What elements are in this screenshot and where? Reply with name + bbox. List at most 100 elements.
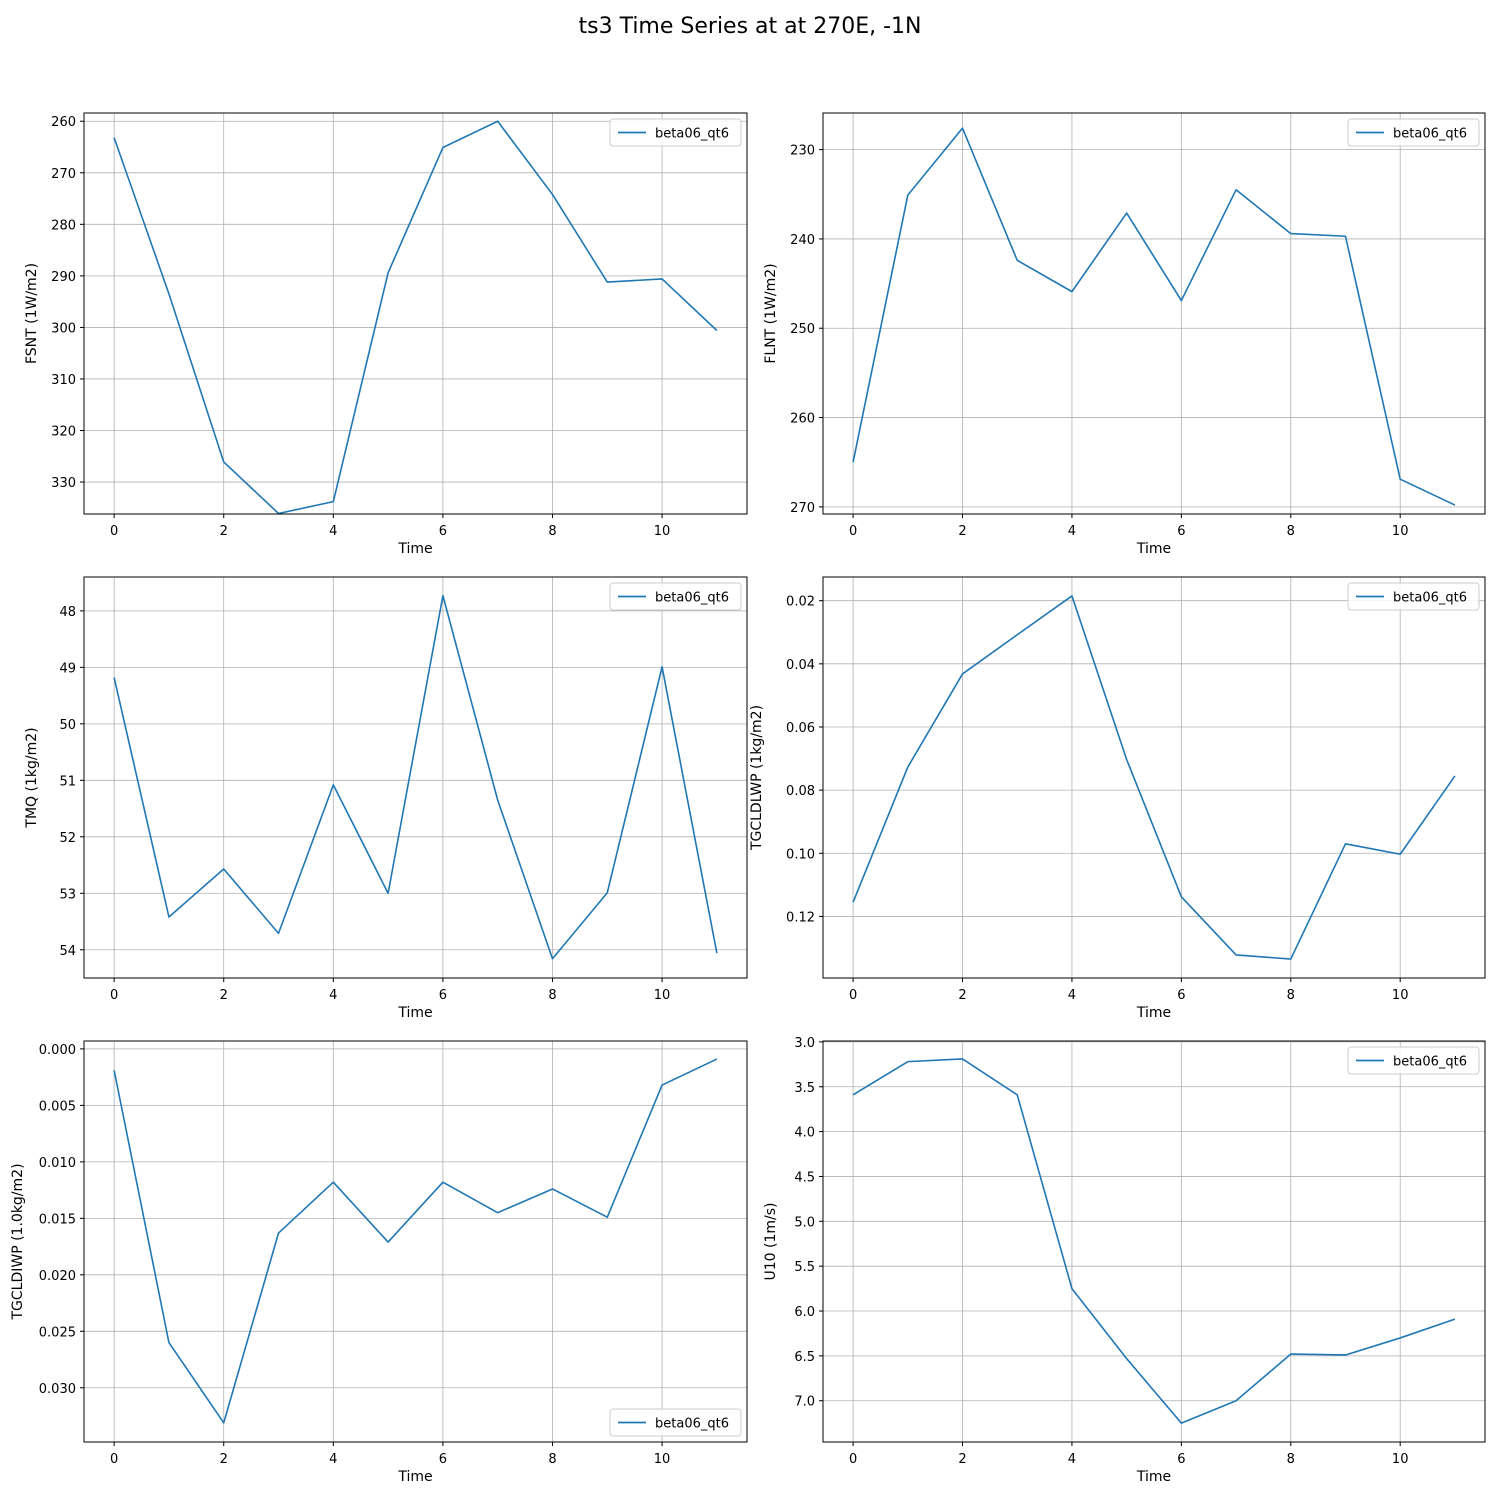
- legend-label: beta06_qt6: [1393, 1055, 1467, 1070]
- series-line: [852, 127, 1456, 506]
- x-axis-label: Time: [1136, 541, 1171, 557]
- y-tick-label: 0.010: [39, 1156, 76, 1171]
- legend-box: [609, 1408, 742, 1437]
- subplot-6: 0 2 4 6 8 10 3.0 3.5 4.0 4.5 5.0 5.5 6.0 6.5 7.0 Time U1…: [763, 1036, 1486, 1485]
- x-tick-label: 4: [329, 1452, 337, 1467]
- y-axis-label: TGCLDLWP (1kg/m2): [749, 705, 765, 851]
- x-tick-label: 2: [220, 988, 228, 1003]
- x-tick-label: 2: [958, 1452, 966, 1467]
- y-tick-label: 52: [59, 831, 76, 846]
- x-tick-label: 6: [439, 1452, 447, 1467]
- y-tick-label: 240: [790, 233, 815, 248]
- x-axis-label: Time: [397, 1005, 432, 1021]
- y-tick-label: 0.020: [39, 1269, 76, 1284]
- figure-title: ts3 Time Series at at 270E, -1N: [578, 14, 922, 39]
- y-tick-label: 260: [51, 115, 76, 130]
- y-tick-label: 270: [51, 167, 76, 182]
- x-tick-label: 8: [1287, 1452, 1295, 1467]
- x-axis-label: Time: [1136, 1005, 1171, 1021]
- x-tick-label: 0: [849, 988, 857, 1003]
- x-tick-label: 4: [1068, 524, 1076, 539]
- y-tick-label: 0.000: [39, 1043, 76, 1058]
- y-tick-label: 300: [51, 321, 76, 336]
- x-tick-label: 4: [1068, 988, 1076, 1003]
- x-tick-label: 8: [1287, 524, 1295, 539]
- legend-label: beta06_qt6: [655, 1417, 729, 1432]
- x-tick-label: 8: [548, 524, 556, 539]
- legend: beta06_qt6: [609, 1408, 742, 1437]
- x-tick-label: 10: [654, 524, 671, 539]
- x-tick-label: 10: [1392, 988, 1409, 1003]
- x-axis-label: Time: [397, 1469, 432, 1485]
- x-tick-label: 8: [548, 988, 556, 1003]
- y-tick-label: 3.0: [794, 1036, 815, 1051]
- y-tick-label: 290: [51, 270, 76, 285]
- legend-box: [609, 582, 742, 611]
- y-tick-label: 330: [51, 476, 76, 491]
- x-tick-label: 0: [849, 1452, 857, 1467]
- y-tick-label: 0.12: [786, 910, 815, 925]
- legend: beta06_qt6: [1347, 118, 1480, 147]
- y-tick-label: 230: [790, 144, 815, 159]
- y-axis-label: U10 (1m/s): [763, 1203, 779, 1281]
- y-tick-label: 6.0: [794, 1305, 815, 1320]
- x-tick-label: 8: [548, 1452, 556, 1467]
- x-tick-label: 0: [110, 988, 118, 1003]
- y-tick-label: 0.10: [786, 847, 815, 862]
- y-tick-label: 250: [790, 322, 815, 337]
- x-axis-label: Time: [1136, 1469, 1171, 1485]
- y-tick-label: 0.06: [786, 721, 815, 736]
- y-tick-label: 280: [51, 218, 76, 233]
- y-tick-label: 320: [51, 425, 76, 440]
- x-tick-label: 4: [329, 988, 337, 1003]
- y-axis-label: TMQ (1kg/m2): [24, 727, 40, 828]
- legend-label: beta06_qt6: [1393, 591, 1467, 606]
- subplot-5: 0 2 4 6 8 10 0.000 0.005 0.010 0.015 0.020 0.025 0.0…: [10, 1040, 748, 1485]
- y-tick-label: 49: [59, 661, 76, 676]
- legend: beta06_qt6: [609, 582, 742, 611]
- y-tick-label: 0.005: [39, 1099, 76, 1114]
- x-tick-label: 6: [1177, 1452, 1185, 1467]
- x-tick-label: 0: [110, 1452, 118, 1467]
- y-tick-label: 4.0: [794, 1126, 815, 1141]
- axes-frame: [83, 112, 748, 515]
- y-tick-label: 6.5: [794, 1350, 815, 1365]
- x-tick-label: 8: [1287, 988, 1295, 1003]
- y-tick-label: 310: [51, 373, 76, 388]
- x-tick-label: 10: [654, 1452, 671, 1467]
- x-tick-label: 2: [958, 524, 966, 539]
- y-tick-label: 270: [790, 501, 815, 516]
- x-tick-label: 2: [220, 524, 228, 539]
- legend: beta06_qt6: [609, 118, 742, 147]
- y-tick-label: 0.015: [39, 1212, 76, 1227]
- legend-box: [609, 118, 742, 147]
- x-tick-label: 4: [329, 524, 337, 539]
- y-tick-label: 3.5: [794, 1081, 815, 1096]
- y-axis-label: FLNT (1W/m2): [763, 263, 779, 363]
- y-tick-label: 50: [59, 718, 76, 733]
- x-tick-label: 2: [220, 1452, 228, 1467]
- x-tick-label: 2: [958, 988, 966, 1003]
- y-axis-label: TGCLDIWP (1.0kg/m2): [10, 1163, 26, 1320]
- series-line: [113, 1058, 718, 1424]
- x-tick-label: 6: [1177, 988, 1185, 1003]
- subplot-4: 0 2 4 6 8 10 0.02 0.04 0.06 0.08 0.10 0.12 Time TGCLD…: [749, 576, 1486, 1021]
- axes-frame: [83, 576, 748, 979]
- axes-frame: [822, 1040, 1486, 1443]
- legend-box: [1347, 118, 1480, 147]
- y-tick-label: 48: [59, 605, 76, 620]
- subplot-2: 0 2 4 6 8 10 230 240 250 260 270 Time FLNT (1W/m2) be…: [763, 112, 1486, 557]
- series-line: [113, 120, 718, 515]
- legend-label: beta06_qt6: [655, 127, 729, 142]
- axes-frame: [83, 1040, 748, 1443]
- series-line: [852, 1058, 1456, 1424]
- subplot-1: 0 2 4 6 8 10 260 270 280 290 300 310 320 330 Time FSNT …: [24, 112, 748, 557]
- y-tick-label: 4.5: [794, 1170, 815, 1185]
- legend: beta06_qt6: [1347, 1046, 1480, 1075]
- series-line: [113, 594, 718, 960]
- legend-box: [1347, 1046, 1480, 1075]
- y-tick-label: 5.0: [794, 1215, 815, 1230]
- axes-frame: [822, 112, 1486, 515]
- x-tick-label: 6: [439, 988, 447, 1003]
